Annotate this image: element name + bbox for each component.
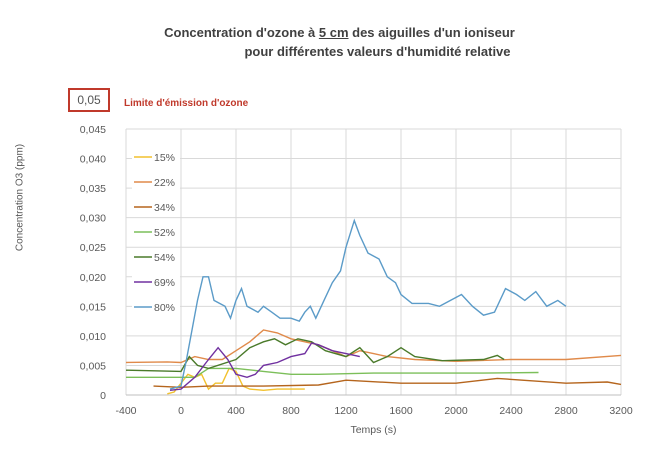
limit-label: Limite d'émission d'ozone — [124, 98, 249, 109]
y-tick-label: 0,020 — [80, 272, 106, 284]
x-axis-label: Temps (s) — [350, 424, 396, 436]
y-tick-label: 0,025 — [80, 242, 106, 254]
x-tick-label: 800 — [282, 405, 300, 417]
chart-title-line1: Concentration d'ozone à 5 cm des aiguill… — [164, 25, 515, 40]
legend-bg — [132, 201, 180, 214]
legend-bg — [132, 301, 180, 314]
series-line-80% — [169, 218, 567, 390]
legend-label: 34% — [154, 202, 175, 214]
limit-value-box: 0,05 — [68, 88, 110, 112]
legend-label: 69% — [154, 277, 175, 289]
chart-title-line2: pour différentes valeurs d'humidité rela… — [244, 44, 511, 59]
y-tick-label: 0,045 — [80, 124, 106, 136]
y-tick-label: 0,030 — [80, 213, 106, 225]
y-tick-label: 0 — [100, 390, 106, 402]
series-line-69% — [169, 342, 360, 391]
x-tick-label: 2800 — [554, 405, 578, 417]
x-tick-label: 1600 — [389, 405, 413, 417]
x-tick-label: 0 — [178, 405, 184, 417]
legend-label: 52% — [154, 227, 175, 239]
x-tick-label: 1200 — [334, 405, 358, 417]
legend-label: 80% — [154, 302, 175, 314]
series-line-54% — [125, 338, 505, 373]
x-tick-label: 3200 — [609, 405, 633, 417]
x-tick-label: 2000 — [444, 405, 468, 417]
legend-bg — [132, 226, 180, 239]
legend-bg — [132, 151, 180, 164]
legend-label: 54% — [154, 252, 175, 264]
y-tick-label: 0,035 — [80, 183, 106, 195]
y-tick-label: 0,015 — [80, 301, 106, 313]
series-line-52% — [126, 367, 539, 378]
y-tick-label: 0,010 — [80, 331, 106, 343]
x-tick-label: -400 — [115, 405, 136, 417]
series-line-34% — [153, 377, 622, 389]
y-tick-label: 0,005 — [80, 360, 106, 372]
x-tick-label: 400 — [227, 405, 245, 417]
legend-bg — [132, 276, 180, 289]
legend-label: 22% — [154, 177, 175, 189]
series-line-22% — [125, 329, 622, 364]
legend-bg — [132, 251, 180, 264]
x-tick-label: 2400 — [499, 405, 523, 417]
legend-bg — [132, 176, 180, 189]
y-tick-label: 0,040 — [80, 154, 106, 166]
legend-label: 15% — [154, 152, 175, 164]
series-line-15% — [167, 367, 305, 395]
